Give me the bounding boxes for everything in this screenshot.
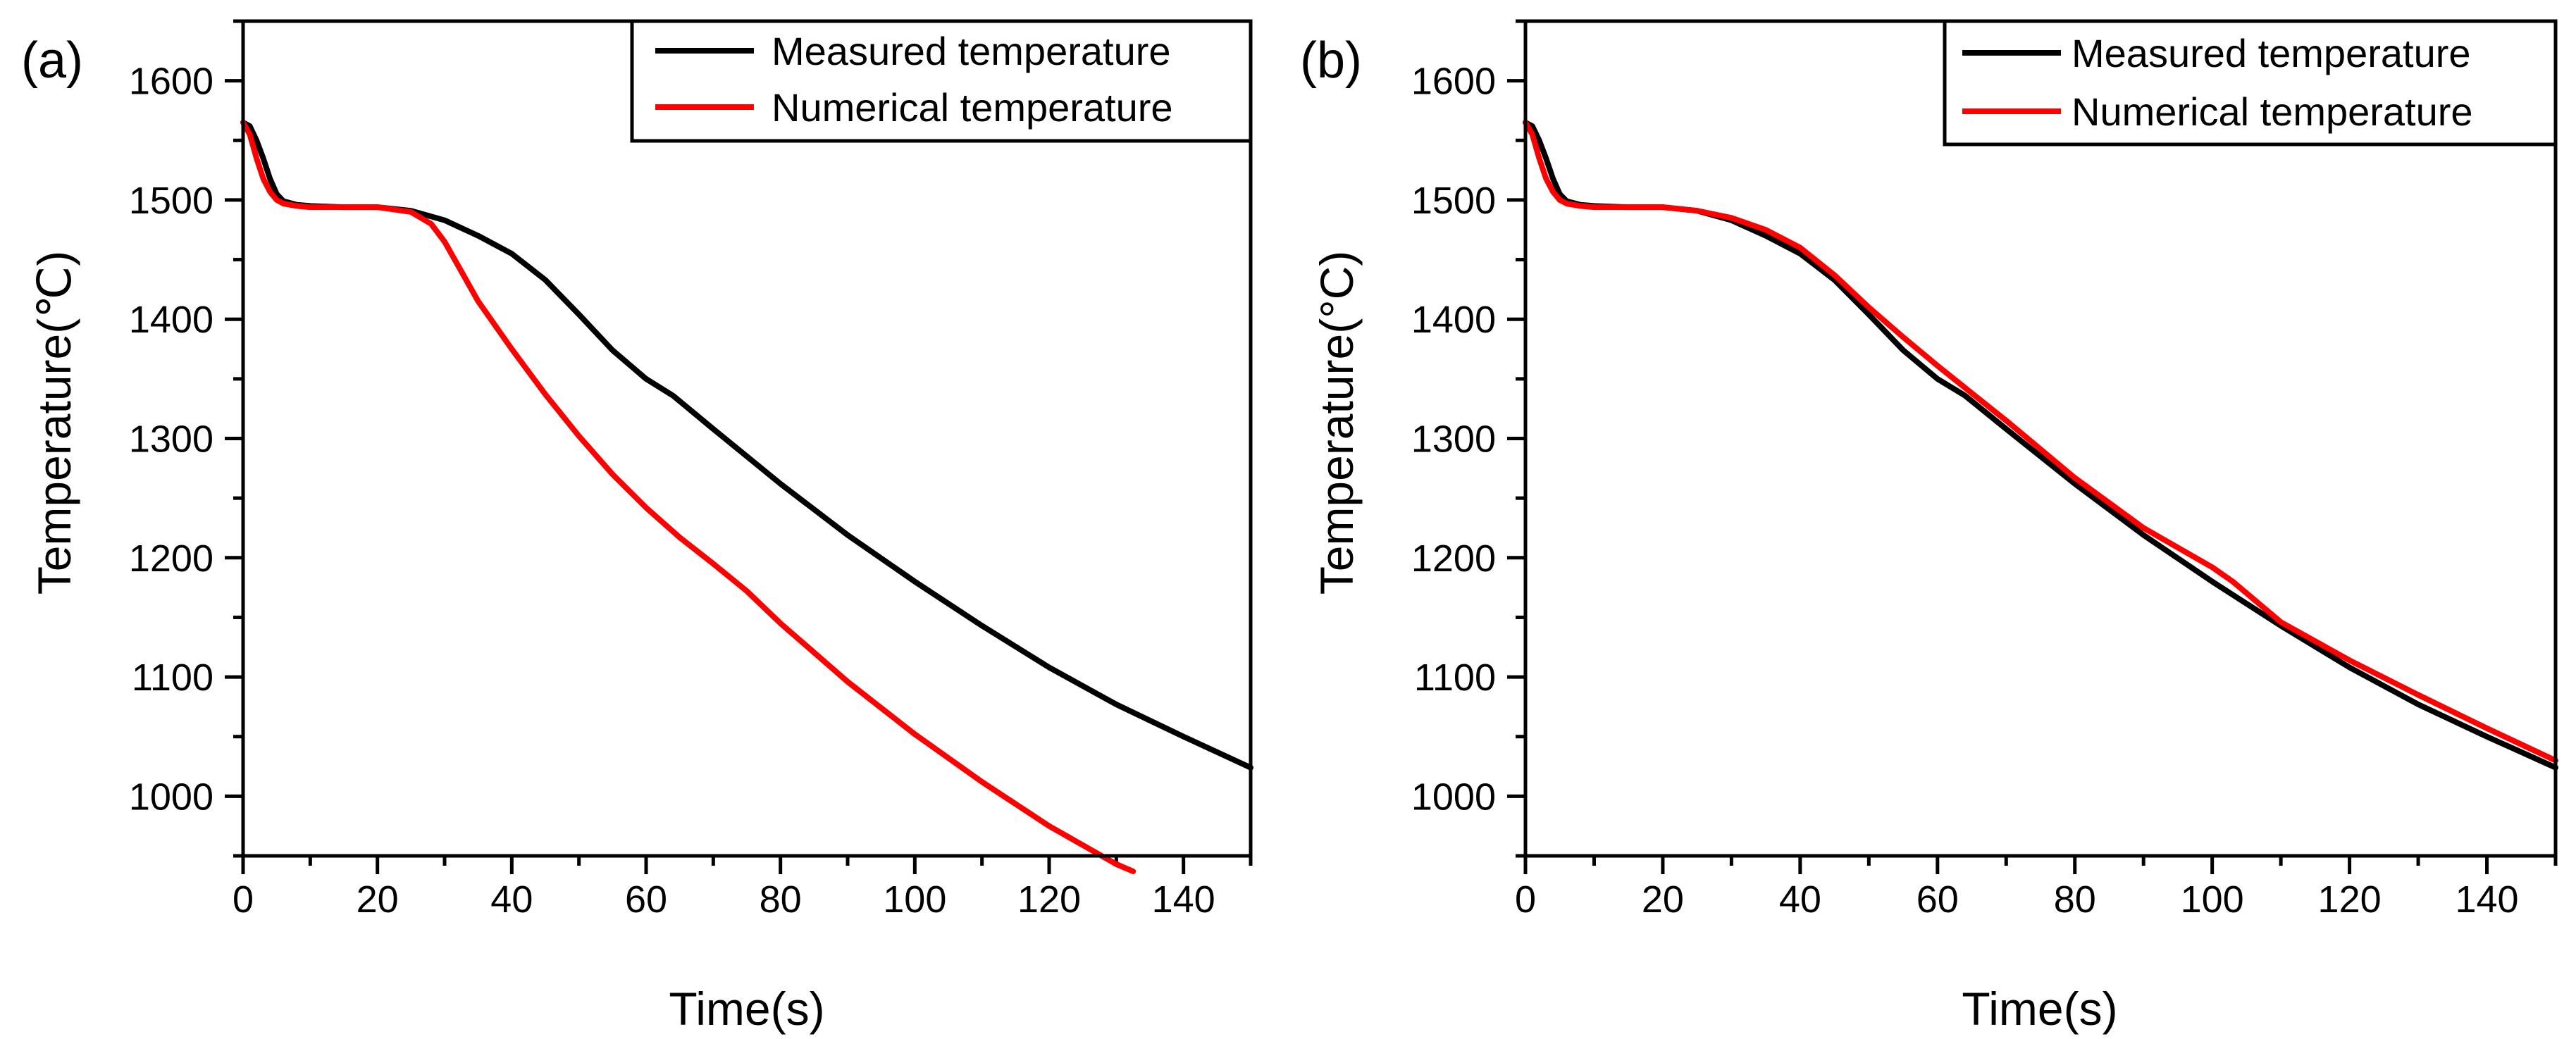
panel-a-y-axis-title: Temperature(℃) — [28, 251, 80, 595]
panel-b-y-tick-label: 1600 — [1411, 61, 1496, 103]
panel-a-x-tick-label: 120 — [1017, 878, 1081, 921]
panel-a-x-tick-label: 140 — [1152, 878, 1215, 921]
panel-b-x-axis-title: Time(s) — [1962, 983, 2117, 1035]
panel-a-y-tick-label: 1100 — [132, 657, 213, 699]
panel-b-x-tick-label: 120 — [2318, 878, 2382, 921]
panel-b-label: (b) — [1300, 32, 1362, 89]
panel-a-series-measured-line — [240, 119, 1253, 771]
panel-a-y-tick-label: 1300 — [129, 418, 213, 461]
panel-a: (a) Temperature(℃) Time(s) 0 20 40 60 80 100 1… — [21, 19, 1253, 1035]
panel-b-legend-label-measured: Measured temperature — [2072, 31, 2471, 75]
panel-b-x-tick-label: 0 — [1515, 878, 1536, 921]
panel-b-x-tick-label: 140 — [2455, 878, 2518, 921]
panel-b-y-tick-label: 1100 — [1414, 657, 1496, 699]
panel-b: (b) Temperature(°C) Time(s) 0 20 40 60 80 100… — [1300, 19, 2558, 1035]
panel-b-y-axis-title: Temperature(°C) — [1311, 251, 1363, 595]
panel-a-x-tick-label: 20 — [357, 878, 399, 921]
panel-a-y-tick-label: 1600 — [129, 61, 213, 103]
panel-b-ticks: 0 20 40 60 80 100 120 140 1000 1100 1200 1300 1400 15… — [1411, 19, 2558, 921]
panel-a-x-tick-label: 80 — [760, 878, 802, 921]
panel-b-series-measured-line — [1523, 119, 2558, 771]
panel-a-ticks: 0 20 40 60 80 100 120 140 1000 1100 1200 1300 1400 15… — [129, 19, 1253, 921]
panel-b-x-tick-label: 80 — [2054, 878, 2096, 921]
panel-b-y-tick-label: 1200 — [1411, 537, 1496, 580]
panel-a-series-numerical-line — [240, 119, 1137, 874]
panel-b-series-lines — [1523, 119, 2558, 771]
panel-b-x-tick-label: 20 — [1642, 878, 1684, 921]
panel-b-y-tick-label: 1300 — [1411, 418, 1496, 461]
panel-b-x-tick-label: 60 — [1916, 878, 1959, 921]
panel-a-legend-label-numerical: Numerical temperature — [772, 85, 1173, 130]
panel-b-legend: Measured temperature Numerical temperatu… — [1943, 19, 2558, 147]
panel-a-x-tick-label: 60 — [625, 878, 667, 921]
panel-a-x-tick-label: 40 — [490, 878, 533, 921]
panel-a-label: (a) — [21, 32, 83, 89]
panel-a-y-tick-label: 1200 — [129, 537, 213, 580]
panel-a-series-lines — [240, 119, 1253, 874]
panel-a-legend: Measured temperature Numerical temperatu… — [630, 19, 1253, 143]
panel-a-y-tick-label: 1000 — [129, 776, 213, 818]
panel-a-legend-box — [630, 19, 1253, 143]
panel-b-series-numerical-line — [1523, 119, 2558, 764]
panel-b-y-tick-label: 1400 — [1411, 299, 1496, 341]
panel-b-x-tick-label: 40 — [1779, 878, 1821, 921]
panel-a-y-tick-label: 1400 — [129, 299, 213, 341]
panel-b-y-tick-label: 1500 — [1411, 180, 1496, 222]
panel-a-y-tick-label: 1500 — [129, 180, 213, 222]
panel-a-x-axis-title: Time(s) — [669, 983, 824, 1035]
panel-b-x-tick-label: 100 — [2181, 878, 2244, 921]
panel-a-x-tick-label: 100 — [883, 878, 946, 921]
panel-b-legend-label-numerical: Numerical temperature — [2072, 89, 2473, 134]
panel-a-x-tick-label: 0 — [233, 878, 254, 921]
panel-b-legend-box — [1943, 19, 2558, 147]
panel-b-y-tick-label: 1000 — [1411, 776, 1496, 818]
panel-a-legend-label-measured: Measured temperature — [772, 29, 1171, 73]
